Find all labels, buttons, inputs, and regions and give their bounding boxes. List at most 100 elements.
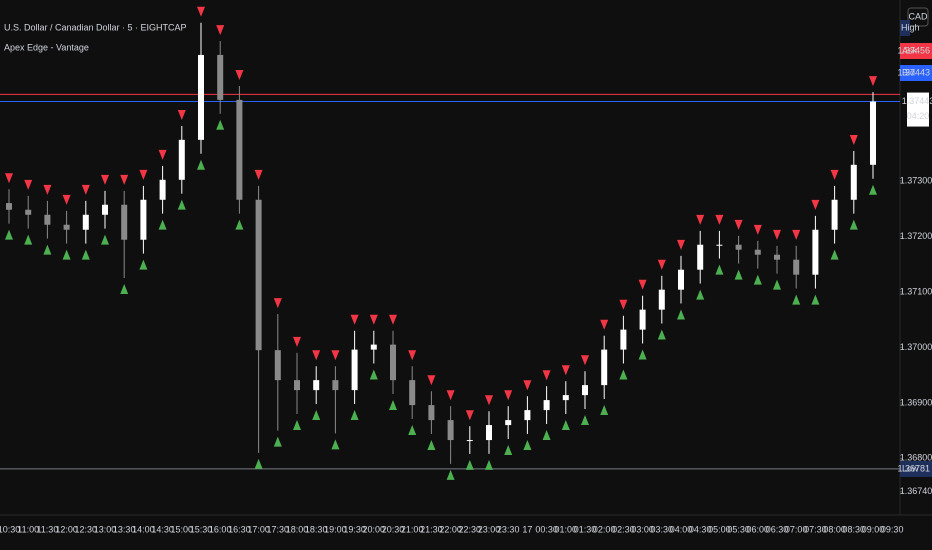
x-tick-label: 02:00 [593, 524, 616, 534]
x-tick-label: 04:30 [689, 524, 712, 534]
x-tick-label: 08:00 [823, 524, 846, 534]
buy-signal [830, 249, 839, 260]
buy-signal [158, 219, 167, 230]
candle-body [716, 244, 723, 246]
candle-body [793, 259, 800, 275]
x-tick-label: 22:30 [459, 524, 482, 534]
sell-signal [408, 350, 417, 361]
sell-signal [177, 109, 186, 120]
sell-signal [523, 380, 532, 391]
last-price: 1.37443 [902, 96, 932, 106]
sell-signal [677, 239, 685, 250]
sell-signal [869, 76, 877, 87]
sell-signal [101, 174, 109, 185]
x-tick-label: 21:00 [401, 524, 424, 534]
buy-signal [350, 409, 359, 420]
buy-signal [581, 414, 589, 425]
candle-body [562, 395, 569, 401]
buy-signal [485, 459, 493, 470]
sell-signal [657, 259, 666, 270]
sell-signal [331, 350, 340, 361]
candle-body [390, 344, 396, 381]
x-tick-label: 11:30 [36, 524, 58, 534]
x-tick-label: 23:00 [478, 524, 501, 534]
candle-body [774, 254, 780, 260]
candle-body [812, 229, 819, 275]
y-tick-label: 1.37200 [900, 231, 932, 241]
price-badge-value: 1.37456 [897, 45, 930, 55]
candle-body [44, 214, 51, 225]
sell-signal [235, 70, 244, 81]
x-tick-label: 14:30 [151, 524, 174, 534]
x-tick-label: 17:00 [247, 524, 270, 534]
sell-signal [273, 298, 282, 309]
buy-signal [811, 294, 820, 305]
buy-signal [293, 419, 301, 430]
x-tick-label: 19:00 [324, 524, 347, 534]
x-tick-label: 05:30 [727, 524, 750, 534]
x-tick-label: 18:00 [286, 524, 309, 534]
buy-signal [734, 269, 743, 280]
candle-body [255, 199, 262, 351]
buy-signal [715, 264, 724, 275]
sell-signal [427, 375, 436, 386]
sell-signal [696, 214, 705, 225]
buy-signal [408, 424, 417, 435]
x-tick-label: 02:30 [612, 524, 635, 534]
sell-signal [158, 149, 167, 160]
candle-body [658, 289, 665, 310]
y-tick-label: 1.36740 [900, 486, 932, 496]
buy-signal [389, 400, 397, 411]
buy-signal [24, 234, 33, 245]
candle-body [697, 244, 704, 270]
candle-body [25, 209, 32, 215]
x-tick-label: 04:00 [670, 524, 693, 534]
buy-signal [369, 369, 378, 380]
countdown: 04:20 [907, 111, 930, 121]
x-tick-label: 14:00 [132, 524, 155, 534]
x-tick-label: 10:30 [0, 524, 20, 534]
x-tick-label: 01:00 [555, 524, 578, 534]
buy-signal [773, 279, 781, 290]
price-badge-name: Bid [902, 67, 915, 77]
candle-body [140, 199, 147, 240]
buy-signal [619, 369, 628, 380]
candle-body [850, 164, 857, 200]
y-tick-label: 1.36800 [900, 453, 932, 463]
buy-signal [561, 419, 570, 430]
sell-signal [254, 169, 263, 180]
price-badge [900, 65, 932, 81]
sell-signal [561, 365, 570, 376]
buy-signal [101, 234, 109, 245]
sell-signal [24, 179, 33, 190]
last-price-badge [907, 92, 929, 127]
candle-body [274, 350, 281, 381]
buy-signal [43, 244, 52, 255]
x-tick-label: 11:00 [17, 524, 39, 534]
x-tick-label: 12:00 [55, 524, 78, 534]
candle-body [217, 54, 224, 100]
buy-signal [62, 249, 71, 260]
price-badge-value: 1.37443 [897, 67, 930, 77]
chart-title: U.S. Dollar / Canadian Dollar · 5 · EIGH… [4, 22, 187, 32]
x-tick-label: 13:30 [113, 524, 136, 534]
buy-signal [446, 469, 455, 480]
buy-signal [235, 219, 244, 230]
price-badge [900, 460, 932, 477]
sell-signal [216, 25, 225, 36]
sell-signal [43, 184, 52, 195]
x-tick-label: 12:30 [75, 524, 98, 534]
currency-button[interactable] [907, 7, 929, 27]
sell-signal [619, 299, 628, 310]
currency-label: CAD [908, 11, 928, 21]
price-badge-name: Ask [902, 45, 918, 55]
x-tick-label: 22:00 [439, 524, 462, 534]
buy-signal [273, 436, 282, 447]
candle-body [601, 349, 608, 386]
buy-signal [600, 404, 609, 415]
x-tick-label: 09:30 [881, 524, 904, 534]
sell-signal [792, 229, 801, 240]
x-tick-label: 17:30 [267, 524, 290, 534]
sell-signal [389, 314, 397, 325]
x-tick-label: 06:00 [747, 524, 770, 534]
